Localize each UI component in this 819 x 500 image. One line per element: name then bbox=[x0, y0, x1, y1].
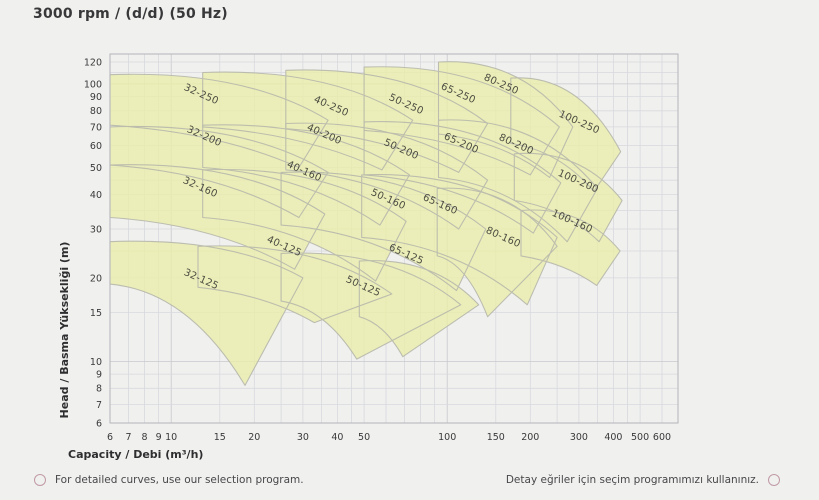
x-tick-label: 15 bbox=[214, 432, 226, 443]
y-tick-labels: 120 100 90 80 70 60 50 40 30 20 15 10 9 8 7 6 bbox=[84, 57, 102, 429]
region-outline-100-250 bbox=[510, 77, 622, 192]
footer-note-en-row: For detailed curves, use our selection p… bbox=[34, 472, 304, 488]
region-outline-100-200 bbox=[513, 152, 623, 243]
y-tick-label: 50 bbox=[90, 163, 102, 174]
bullet-ring-icon bbox=[768, 474, 780, 486]
y-tick-label: 40 bbox=[90, 190, 102, 201]
y-tick-label: 100 bbox=[84, 79, 102, 90]
y-tick-label: 90 bbox=[90, 92, 102, 103]
region-outline-65-160 bbox=[361, 174, 558, 306]
x-tick-label: 600 bbox=[653, 432, 671, 443]
x-tick-label: 6 bbox=[107, 432, 113, 443]
x-tick-label: 400 bbox=[604, 432, 622, 443]
x-tick-label: 300 bbox=[570, 432, 588, 443]
x-tick-label: 20 bbox=[248, 432, 260, 443]
region-outline-65-250 bbox=[363, 66, 560, 176]
plot-frame bbox=[109, 53, 679, 424]
x-tick-label: 30 bbox=[297, 432, 309, 443]
region-outline-40-125 bbox=[197, 245, 393, 324]
x-tick-label: 7 bbox=[125, 432, 131, 443]
region-outline-32-160 bbox=[109, 164, 326, 270]
y-tick-label: 7 bbox=[96, 400, 102, 411]
x-tick-labels: 6 7 8 9 10 15 20 30 40 50 100 150 200 300 400 500 600 bbox=[107, 432, 671, 443]
region-outline-32-125 bbox=[109, 240, 304, 386]
region-outline-65-125 bbox=[358, 260, 480, 358]
region-outline-32-200 bbox=[109, 125, 329, 219]
y-tick-label: 15 bbox=[90, 308, 102, 319]
page-title: 3000 rpm / (d/d) (50 Hz) bbox=[33, 6, 228, 22]
x-tick-label: 500 bbox=[631, 432, 649, 443]
pump-regions-fill bbox=[110, 61, 623, 386]
y-tick-label: 80 bbox=[90, 106, 102, 117]
y-tick-label: 60 bbox=[90, 141, 102, 152]
x-tick-label: 8 bbox=[141, 432, 147, 443]
y-tick-label: 30 bbox=[90, 224, 102, 235]
y-tick-label: 10 bbox=[90, 357, 102, 368]
region-outline-50-125 bbox=[280, 252, 462, 360]
region-outline-40-200 bbox=[202, 124, 411, 226]
x-axis-title: Capacity / Debi (m³/h) bbox=[68, 448, 203, 461]
x-tick-label: 40 bbox=[331, 432, 343, 443]
pump-range-chart: 32-25032-20032-16032-12540-25040-20040-1… bbox=[58, 53, 679, 461]
x-tick-label: 150 bbox=[487, 432, 505, 443]
y-tick-label: 6 bbox=[96, 418, 102, 429]
region-outline-80-200 bbox=[437, 119, 598, 243]
region-outline-100-160 bbox=[520, 209, 621, 286]
bullet-ring-icon bbox=[34, 474, 46, 486]
region-100-250 bbox=[510, 77, 621, 192]
footer-note-tr-row: Detay eğriler için seçim programımızı ku… bbox=[506, 472, 780, 488]
x-tick-label: 100 bbox=[438, 432, 456, 443]
footer-note-en: For detailed curves, use our selection p… bbox=[55, 474, 304, 486]
y-tick-label: 9 bbox=[96, 370, 102, 381]
footer-note-tr: Detay eğriler için seçim programımızı ku… bbox=[505, 474, 759, 486]
region-100-200 bbox=[514, 153, 623, 242]
y-tick-label: 120 bbox=[84, 57, 102, 68]
region-outline-50-160 bbox=[280, 171, 487, 292]
region-outline-32-250 bbox=[109, 73, 329, 169]
y-tick-label: 8 bbox=[96, 384, 102, 395]
region-outline-80-250 bbox=[437, 61, 574, 179]
y-tick-label: 70 bbox=[90, 122, 102, 133]
region-outline-40-250 bbox=[202, 71, 414, 171]
region-outline-50-200 bbox=[285, 122, 489, 230]
pump-regions-outline bbox=[109, 61, 623, 386]
y-tick-label: 20 bbox=[90, 273, 102, 284]
x-tick-label: 9 bbox=[156, 432, 162, 443]
region-outline-50-250 bbox=[285, 69, 489, 173]
x-tick-label: 50 bbox=[358, 432, 370, 443]
x-tick-label: 10 bbox=[165, 432, 177, 443]
x-tick-label: 200 bbox=[521, 432, 539, 443]
y-axis-title: Head / Basma Yüksekliği (m) bbox=[58, 242, 71, 419]
region-outline-80-160 bbox=[436, 187, 558, 318]
region-outline-65-200 bbox=[363, 120, 562, 234]
